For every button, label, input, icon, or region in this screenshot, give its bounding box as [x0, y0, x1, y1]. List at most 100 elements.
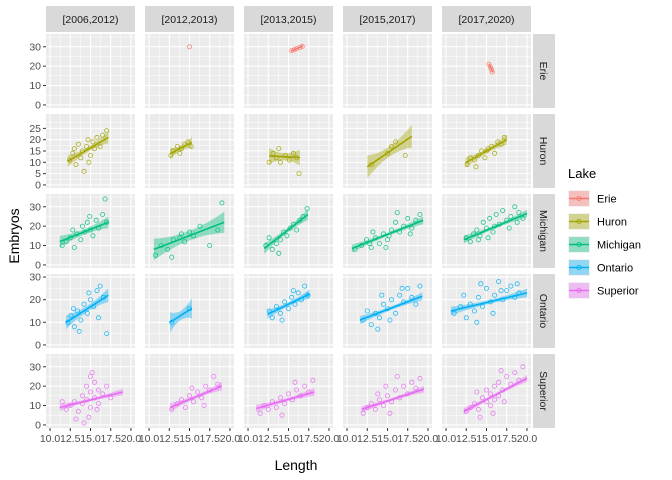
- data-point: [89, 370, 95, 376]
- data-point: [384, 393, 390, 399]
- y-tick-label: 0: [35, 99, 41, 111]
- data-point: [397, 229, 403, 235]
- row-strip: [533, 354, 555, 428]
- data-point: [93, 217, 99, 223]
- data-point: [273, 155, 279, 161]
- data-point: [78, 317, 84, 323]
- data-point: [386, 233, 392, 239]
- data-point: [474, 227, 480, 233]
- panel-marks: [67, 128, 110, 174]
- data-point: [495, 139, 501, 145]
- data-point: [87, 213, 93, 219]
- data-point: [482, 155, 488, 161]
- data-point: [514, 281, 520, 287]
- data-point: [90, 139, 96, 145]
- data-point: [186, 229, 192, 235]
- data-point: [185, 139, 191, 145]
- data-point: [165, 246, 171, 252]
- data-point: [376, 397, 382, 403]
- legend-key-point: [576, 241, 582, 247]
- data-point: [464, 162, 470, 168]
- data-point: [75, 308, 81, 314]
- data-point: [397, 395, 403, 401]
- data-point: [199, 395, 205, 401]
- data-point: [276, 250, 282, 256]
- facet-panel: [46, 34, 135, 108]
- data-point: [467, 404, 473, 410]
- data-point: [263, 242, 269, 248]
- data-point: [100, 211, 106, 217]
- data-point: [496, 393, 502, 399]
- x-tick-label: 12.5: [258, 433, 279, 445]
- x-tick-label: 10.0: [238, 433, 259, 445]
- col-strip: [145, 6, 234, 32]
- legend-key-point: [576, 264, 582, 270]
- data-point: [384, 150, 390, 156]
- data-point: [73, 416, 79, 422]
- data-point: [409, 294, 415, 300]
- data-point: [67, 157, 73, 163]
- data-point: [96, 315, 102, 321]
- data-point: [291, 47, 297, 53]
- data-point: [492, 397, 498, 403]
- data-point: [463, 408, 469, 414]
- data-point: [100, 391, 106, 397]
- y-axis-label: Embryos: [6, 208, 22, 263]
- data-point: [500, 387, 506, 393]
- y-tick-label: 15: [29, 146, 41, 158]
- data-point: [475, 237, 481, 243]
- data-point: [409, 225, 415, 231]
- fit-line: [361, 388, 425, 411]
- data-point: [500, 297, 506, 303]
- panel-marks: [168, 136, 194, 160]
- data-point: [393, 310, 399, 316]
- x-tick-label: 10.0: [337, 433, 358, 445]
- data-point: [508, 381, 514, 387]
- data-point: [86, 159, 92, 165]
- data-point: [294, 387, 300, 393]
- panel-marks: [463, 364, 528, 420]
- data-point: [417, 211, 423, 217]
- legend-key-point: [576, 195, 582, 201]
- data-point: [467, 301, 473, 307]
- data-point: [516, 290, 522, 296]
- data-point: [102, 196, 108, 202]
- row-strip: [533, 114, 555, 188]
- data-point: [170, 237, 176, 243]
- data-point: [292, 379, 298, 385]
- data-point: [479, 395, 485, 401]
- data-point: [405, 391, 411, 397]
- data-point: [84, 383, 90, 389]
- data-point: [388, 143, 394, 149]
- data-point: [394, 210, 400, 216]
- data-point: [413, 385, 419, 391]
- data-point: [97, 143, 103, 149]
- col-strip-label: [2013,2015): [260, 14, 316, 26]
- facet-panel: [46, 114, 135, 188]
- data-point: [294, 46, 300, 52]
- legend-title: Lake: [568, 166, 596, 181]
- data-point: [169, 254, 175, 260]
- data-point: [297, 45, 303, 51]
- facet-panel: [343, 34, 432, 108]
- data-point: [269, 246, 275, 252]
- data-point: [387, 410, 393, 416]
- data-point: [490, 310, 496, 316]
- data-point: [71, 146, 77, 152]
- data-point: [285, 306, 291, 312]
- legend-label: Ontario: [597, 263, 633, 275]
- data-point: [92, 395, 98, 401]
- data-point: [490, 410, 496, 416]
- data-point: [405, 215, 411, 221]
- data-point: [63, 239, 69, 245]
- data-point: [487, 402, 493, 408]
- data-point: [370, 229, 376, 235]
- data-point: [372, 310, 378, 316]
- data-point: [498, 368, 504, 374]
- data-point: [108, 395, 114, 401]
- data-point: [186, 44, 192, 50]
- y-tick-label: 10: [29, 80, 41, 92]
- data-point: [182, 141, 188, 147]
- data-point: [475, 294, 481, 300]
- data-point: [277, 395, 283, 401]
